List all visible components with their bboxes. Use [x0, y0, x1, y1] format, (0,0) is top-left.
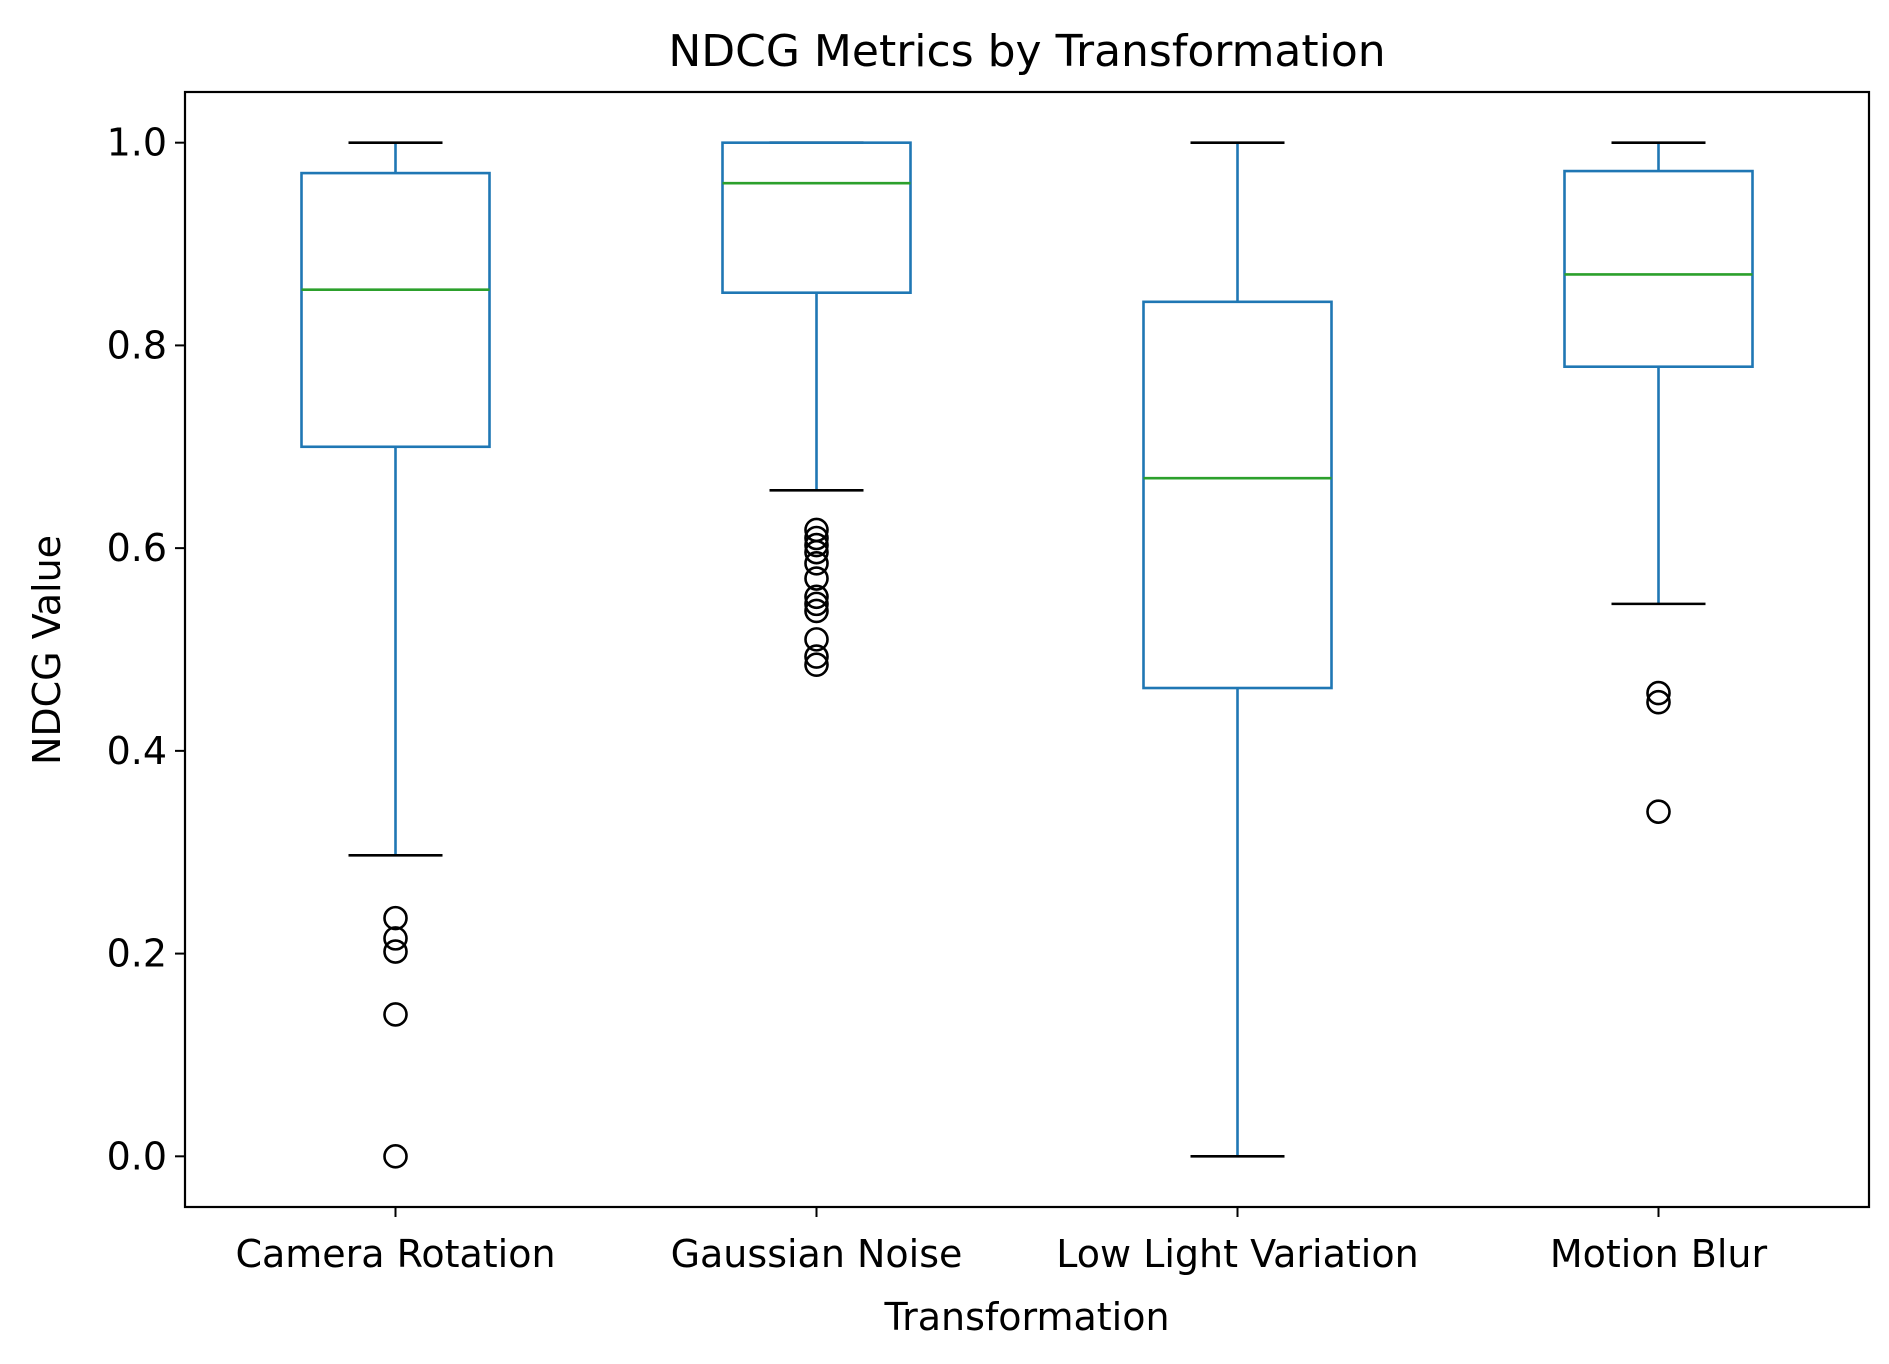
x-tick-label: Gaussian Noise	[671, 1232, 963, 1276]
outlier-point	[804, 591, 829, 617]
outlier-point	[1646, 680, 1671, 706]
outlier-point	[383, 1144, 408, 1169]
plot-frame	[183, 90, 1871, 1209]
x-tick-label: Low Light Variation	[1056, 1232, 1418, 1276]
outlier-point	[383, 926, 408, 951]
outlier-point	[804, 551, 829, 576]
y-tick-label: 1.0	[107, 121, 167, 165]
box-iqr	[1563, 169, 1754, 368]
outlier-point	[804, 539, 829, 565]
y-tick-label: 0.4	[107, 729, 167, 773]
outlier-point	[804, 598, 829, 624]
chart-title: NDCG Metrics by Transformation	[668, 26, 1385, 77]
outlier-point	[804, 644, 829, 669]
y-tick-label: 0.6	[107, 526, 167, 570]
y-tick-label: 0.0	[107, 1134, 167, 1178]
box-iqr	[721, 141, 912, 295]
box-iqr	[300, 171, 491, 449]
outlier-point	[804, 627, 829, 652]
y-axis-label: NDCG Value	[25, 535, 69, 765]
x-axis-label: Transformation	[883, 1295, 1169, 1339]
box-iqr	[1142, 300, 1333, 690]
outlier-point	[804, 525, 829, 551]
outlier-point	[383, 1002, 408, 1027]
x-tick-label: Motion Blur	[1550, 1232, 1768, 1276]
y-tick-label: 0.8	[107, 323, 167, 367]
outlier-point	[804, 566, 829, 591]
outlier-point	[804, 532, 829, 558]
outlier-point	[1646, 689, 1671, 715]
outlier-point	[1646, 799, 1671, 824]
plot-area: 0.0 0.2 0.4 0.6 0.8 1.0 Camera Rotation Gaussia…	[107, 121, 1768, 1276]
outlier-point	[804, 584, 829, 610]
y-tick-label: 0.2	[107, 932, 167, 976]
outlier-point	[383, 905, 408, 931]
x-tick-label: Camera Rotation	[235, 1232, 555, 1276]
outlier-point	[804, 652, 829, 678]
outlier-point	[383, 939, 408, 964]
